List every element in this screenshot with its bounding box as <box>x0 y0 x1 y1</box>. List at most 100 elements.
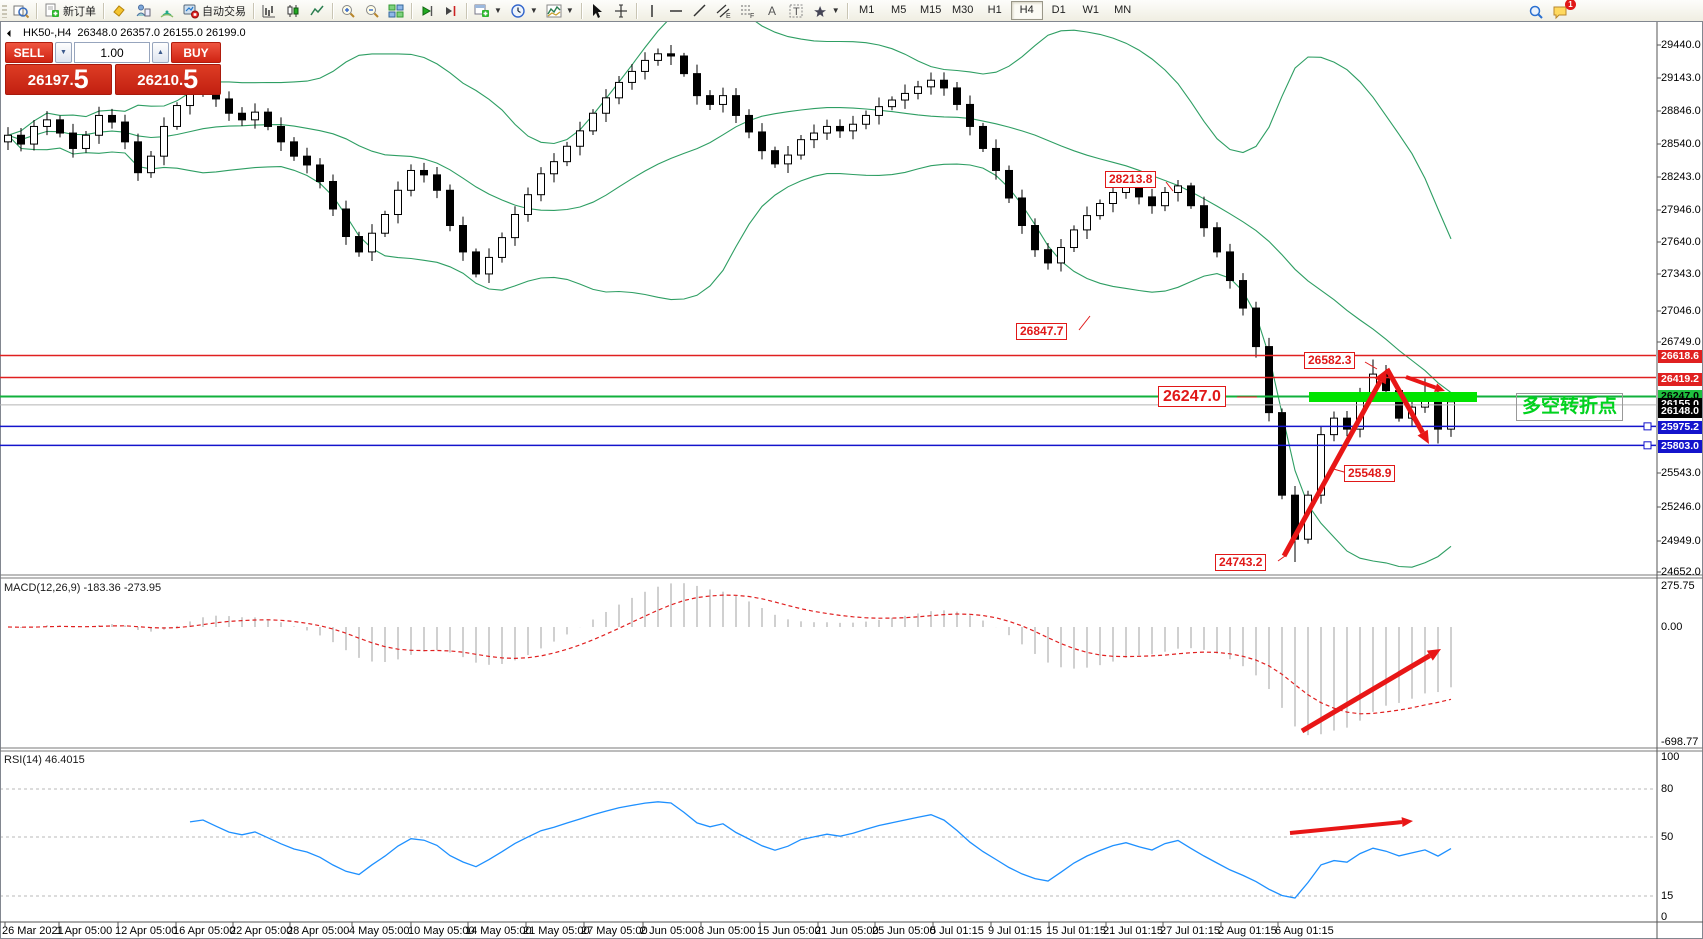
time-axis-label: 22 Apr 05:00 <box>230 925 293 937</box>
timeframe-W1[interactable]: W1 <box>1082 4 1099 16</box>
timeframe-M1[interactable]: M1 <box>859 4 875 16</box>
bar-chart-button[interactable] <box>257 0 281 21</box>
text-label-tool[interactable]: T <box>784 0 808 21</box>
time-axis-label: 5 Jul 01:15 <box>930 925 984 937</box>
time-axis-label: 14 May 05:00 <box>465 925 532 937</box>
candlestick-chart-button[interactable] <box>281 0 305 21</box>
price-axis-tick: 24652.0 <box>1661 566 1701 578</box>
timeframe-D1[interactable]: D1 <box>1051 4 1066 16</box>
trendline-tool[interactable] <box>688 0 712 21</box>
price-annotation-24743.2[interactable]: 24743.2 <box>1215 554 1267 571</box>
zoom-in-icon <box>342 4 355 18</box>
time-axis-label: 2 Aug 01:15 <box>1218 925 1277 937</box>
rsi-axis-tick: 100 <box>1661 751 1680 763</box>
timeframe-H1[interactable]: H1 <box>987 4 1002 16</box>
tile-windows-button[interactable] <box>384 0 408 21</box>
zoom-out-icon <box>366 4 379 18</box>
price-annotation-26847.7[interactable]: 26847.7 <box>1016 323 1068 340</box>
data-window-button[interactable] <box>131 0 155 21</box>
new-order-icon <box>45 3 59 17</box>
line-chart-button[interactable] <box>305 0 329 21</box>
buy-price[interactable]: 26210. 5 <box>114 64 221 95</box>
price-axis-tick: 27343.0 <box>1661 268 1701 280</box>
text-icon: A <box>768 4 776 18</box>
one-click-trading-panel: SELL ▼ 1.00 ▲ BUY 26197. 5 26210. 5 <box>5 42 221 95</box>
time-axis-label: 15 Jul 01:15 <box>1046 925 1106 937</box>
macd-axis-tick: 275.75 <box>1661 580 1695 592</box>
caret-down-icon: ▼ <box>831 6 840 15</box>
time-axis-label: 27 Jul 01:15 <box>1160 925 1220 937</box>
timeframe-M5[interactable]: M5 <box>891 4 907 16</box>
timeframe-H4[interactable]: H4 <box>1010 1 1043 20</box>
text-tool[interactable]: A <box>760 0 784 21</box>
time-axis-label: 21 May 05:00 <box>523 925 590 937</box>
volume-increase-button[interactable]: ▲ <box>152 42 169 63</box>
buy-button[interactable]: BUY <box>171 42 221 63</box>
price-annotation-26247.0[interactable]: 26247.0 <box>1158 386 1226 407</box>
price-annotation-28213.8[interactable]: 28213.8 <box>1105 171 1157 188</box>
caret-down-icon: ▼ <box>494 6 502 15</box>
price-tag-25975.2: 25975.2 <box>1658 420 1702 434</box>
time-axis-label: 26 Mar 2021 <box>2 925 64 937</box>
cn-note-annotation[interactable]: 多空转折点 <box>1516 393 1624 421</box>
volume-decrease-button[interactable]: ▼ <box>55 42 72 63</box>
volume-input[interactable]: 1.00 <box>74 42 150 63</box>
chart-title: HK50-,H4 26348.0 26357.0 26155.0 26199.0 <box>23 27 246 39</box>
time-axis-label: 4 May 05:00 <box>349 925 410 937</box>
horizontal-line-tool[interactable] <box>664 0 688 21</box>
timeframe-MN[interactable]: MN <box>1114 4 1132 16</box>
time-axis-label: 21 Jun 05:00 <box>815 925 879 937</box>
crosshair-icon <box>614 4 627 17</box>
price-annotation-25548.9[interactable]: 25548.9 <box>1344 465 1396 482</box>
candlestick-icon <box>287 4 299 17</box>
price-tag-26419.2: 26419.2 <box>1658 372 1702 386</box>
price-axis-tick: 26749.0 <box>1661 336 1701 348</box>
caret-down-icon: ▼ <box>565 6 574 15</box>
vertical-line-tool[interactable] <box>640 0 664 21</box>
new-chart-dropdown[interactable]: ▼ <box>470 0 506 21</box>
auto-scroll-button[interactable] <box>415 0 439 21</box>
notifications-button[interactable]: 1 <box>1548 0 1576 22</box>
caret-down-icon: ▼ <box>529 6 538 15</box>
strategy-tester-button[interactable] <box>155 0 179 21</box>
price-annotation-26582.3[interactable]: 26582.3 <box>1304 352 1356 369</box>
price-tag-26618.6: 26618.6 <box>1658 349 1702 363</box>
arrows-tool-icon <box>813 5 826 17</box>
price-tag-26148.0: 26148.0 <box>1658 404 1702 418</box>
buy-price-frac: 5 <box>183 64 199 94</box>
time-axis-label: 12 Apr 05:00 <box>115 925 178 937</box>
market-watch-button[interactable] <box>107 0 131 21</box>
indicator-search-button[interactable] <box>9 0 33 21</box>
sell-button[interactable]: SELL <box>5 42 53 63</box>
chart-shift-button[interactable] <box>439 0 463 21</box>
new-order-button[interactable]: 新订单 <box>40 0 100 21</box>
price-axis-tick: 24949.0 <box>1661 535 1701 547</box>
fibonacci-tool[interactable]: F <box>736 0 760 21</box>
time-axis-label: 2 Jun 05:00 <box>640 925 698 937</box>
price-axis-tick: 28243.0 <box>1661 171 1701 183</box>
auto-trading-button[interactable]: 自动交易 <box>179 0 250 21</box>
search-button[interactable] <box>1524 1 1548 22</box>
timeframe-M30[interactable]: M30 <box>951 4 974 16</box>
time-axis-label: 1 Apr 05:00 <box>56 925 113 937</box>
trendline-icon <box>693 3 706 17</box>
cursor-tool-button[interactable] <box>585 0 609 21</box>
toolbar-grip[interactable] <box>2 3 7 18</box>
time-axis-label: 21 Jul 01:15 <box>1103 925 1163 937</box>
bar-chart-icon <box>262 4 275 17</box>
sell-price[interactable]: 26197. 5 <box>5 64 112 95</box>
chart-magnifier-icon <box>13 5 29 18</box>
macd-axis-tick: -698.77 <box>1661 736 1699 748</box>
collapse-panel-arrow-icon[interactable] <box>6 29 15 38</box>
crosshair-tool-button[interactable] <box>609 0 633 21</box>
svg-text:A: A <box>768 4 776 18</box>
zoom-in-button[interactable] <box>336 0 360 21</box>
timeframe-M15[interactable]: M15 <box>919 4 942 16</box>
channel-tool[interactable]: E <box>712 0 736 21</box>
cursor-icon <box>592 3 602 18</box>
arrows-tool-dropdown[interactable]: ▼ <box>808 0 844 21</box>
fibonacci-icon: F <box>740 5 754 19</box>
zoom-out-button[interactable] <box>360 0 384 21</box>
periods-dropdown[interactable]: ▼ <box>506 0 542 21</box>
templates-dropdown[interactable]: ▼ <box>542 0 578 21</box>
